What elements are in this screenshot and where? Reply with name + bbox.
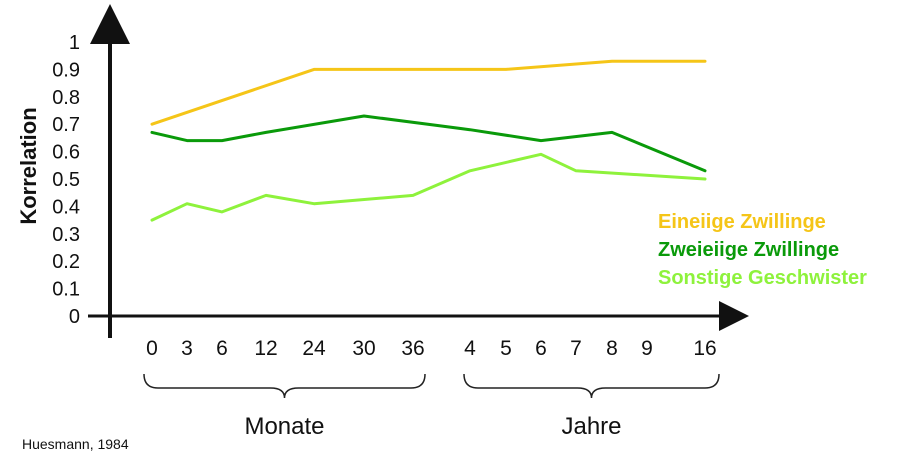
y-tick-label: 0.1 xyxy=(52,279,80,301)
series-line-2 xyxy=(150,114,707,173)
x-tick-label: 0 xyxy=(146,337,158,360)
y-tick-label: 1 xyxy=(69,32,80,54)
x-tick-label: 12 xyxy=(254,337,277,360)
y-tick-label: 0.8 xyxy=(52,87,80,109)
series-lines xyxy=(150,59,707,222)
group-label: Monate xyxy=(244,413,324,440)
y-tick-label: 0.4 xyxy=(52,196,80,218)
y-tick-label: 0.5 xyxy=(52,169,80,191)
y-tick-label: 0.7 xyxy=(52,114,80,136)
x-tick-label: 8 xyxy=(606,337,618,360)
x-tick-label: 36 xyxy=(401,337,424,360)
x-tick-label: 6 xyxy=(535,337,547,360)
x-tick-label: 6 xyxy=(216,337,228,360)
legend-entry: Sonstige Geschwister xyxy=(658,267,867,289)
y-tick-label: 0.9 xyxy=(52,59,80,81)
y-axis-label: Korrelation xyxy=(16,107,41,224)
x-tick-label: 5 xyxy=(500,337,512,360)
group-label: Jahre xyxy=(561,413,621,440)
x-tick-label: 30 xyxy=(352,337,375,360)
x-tick-label: 7 xyxy=(570,337,582,360)
x-tick-label: 24 xyxy=(302,337,326,360)
series-line-1 xyxy=(150,59,707,126)
x-tick-label: 16 xyxy=(693,337,716,360)
x-tick-labels: 0 3 6 12 24 30 36 4 5 6 7 8 9 16 xyxy=(146,337,717,360)
series-line-3 xyxy=(150,152,707,222)
group-braces: Monate Jahre xyxy=(143,373,720,440)
legend: Eineiige Zwillinge Zweieiige Zwillinge Son… xyxy=(658,211,867,289)
group-brace xyxy=(463,373,720,399)
y-tick-label: 0.6 xyxy=(52,142,80,164)
y-tick-labels: 0 0.1 0.2 0.3 0.4 0.5 0.6 0.7 0.8 0.9 1 xyxy=(52,32,80,328)
x-tick-label: 3 xyxy=(181,337,193,360)
source-citation: Huesmann, 1984 xyxy=(22,436,129,452)
x-tick-label: 9 xyxy=(641,337,653,360)
y-tick-label: 0.2 xyxy=(52,251,80,273)
legend-entry: Zweieiige Zwillinge xyxy=(658,239,839,261)
x-tick-label: 4 xyxy=(464,337,476,360)
legend-entry: Eineiige Zwillinge xyxy=(658,211,826,233)
y-tick-label: 0.3 xyxy=(52,224,80,246)
y-tick-label: 0 xyxy=(69,306,80,328)
group-brace xyxy=(143,373,426,399)
